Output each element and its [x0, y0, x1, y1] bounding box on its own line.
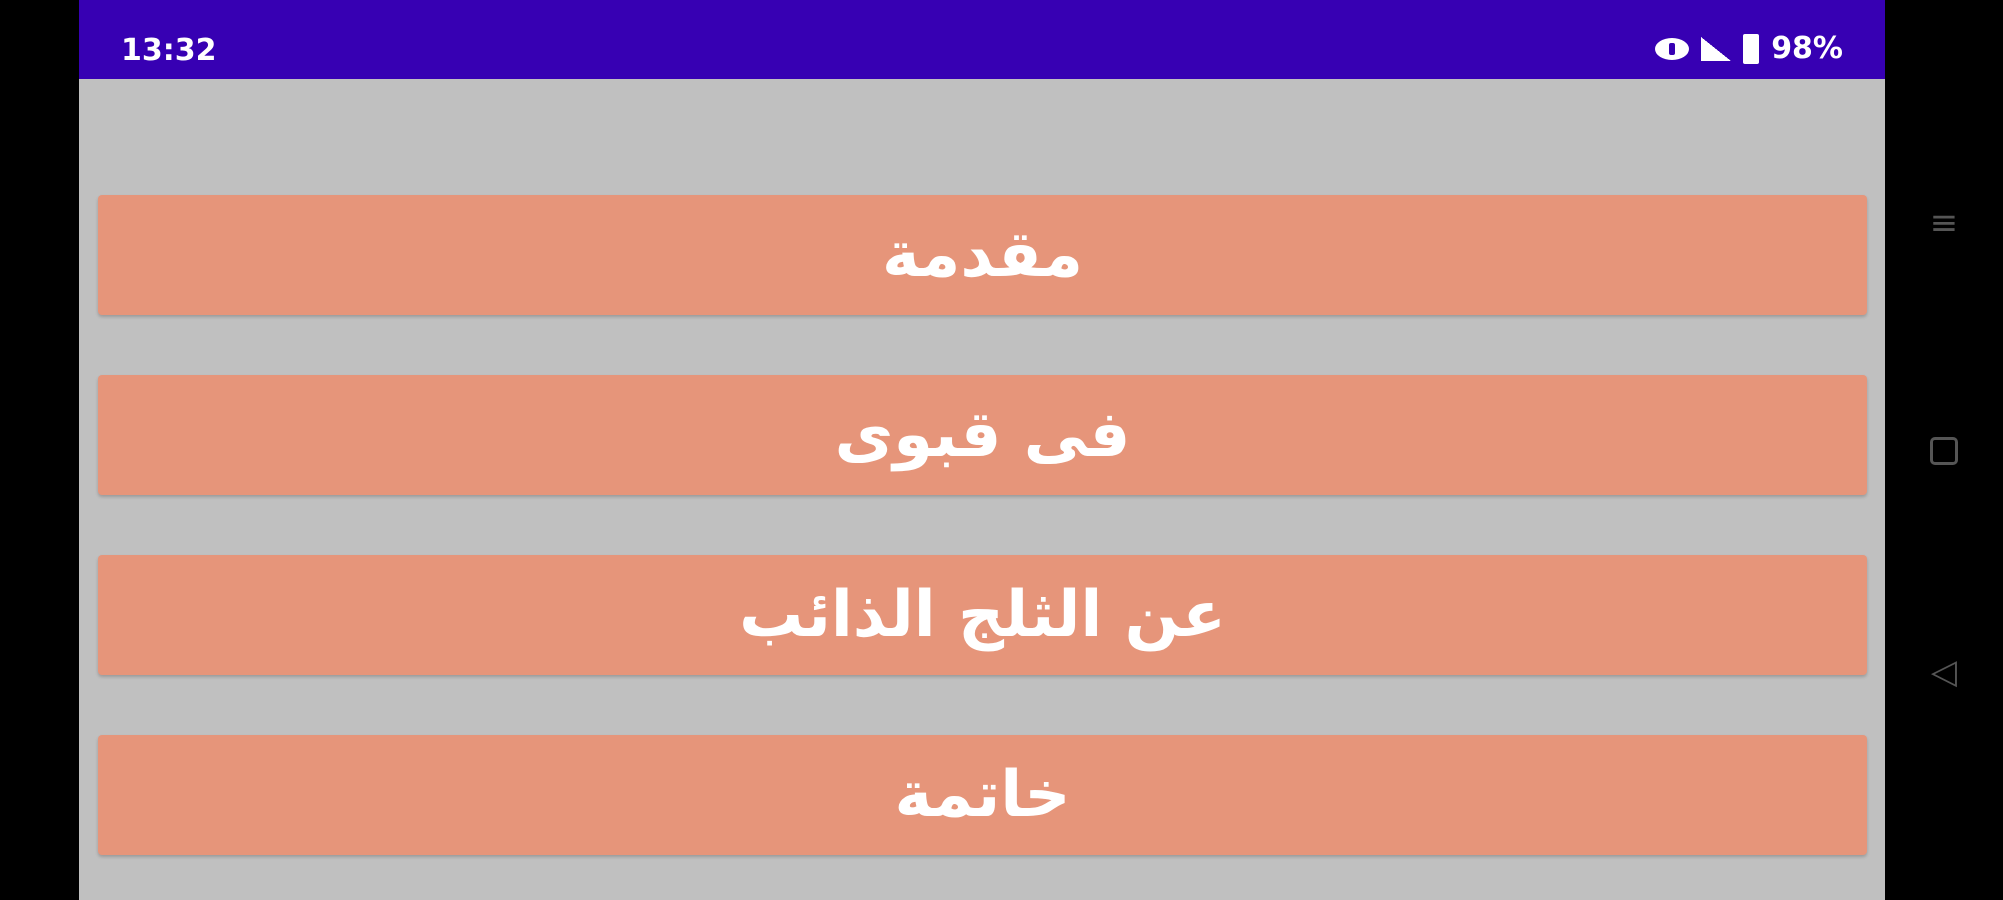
menu-button-melting-snow[interactable]: عن الثلج الذائب — [98, 555, 1867, 675]
eye-icon — [1655, 37, 1690, 60]
battery-icon — [1743, 33, 1760, 64]
signal-icon — [1701, 36, 1732, 61]
menu-icon[interactable]: ≡ — [1929, 203, 1959, 243]
status-icons: 98% — [1655, 31, 1843, 66]
menu-button-intro[interactable]: مقدمة — [98, 195, 1867, 315]
menu-button-conclusion[interactable]: خاتمة — [98, 735, 1867, 855]
battery-percent: 98% — [1771, 31, 1843, 66]
navigation-bar: ≡ ◁ — [1885, 0, 2003, 900]
home-square-icon[interactable] — [1930, 437, 1958, 465]
menu-button-cellar[interactable]: فى قبوى — [98, 375, 1867, 495]
back-icon[interactable]: ◁ — [1930, 652, 1958, 692]
app-screen: 13:32 98% مقدمة فى قبوى عن الثلج الذائب … — [79, 0, 1885, 900]
status-bar: 13:32 98% — [79, 0, 1885, 79]
clock: 13:32 — [121, 33, 217, 68]
